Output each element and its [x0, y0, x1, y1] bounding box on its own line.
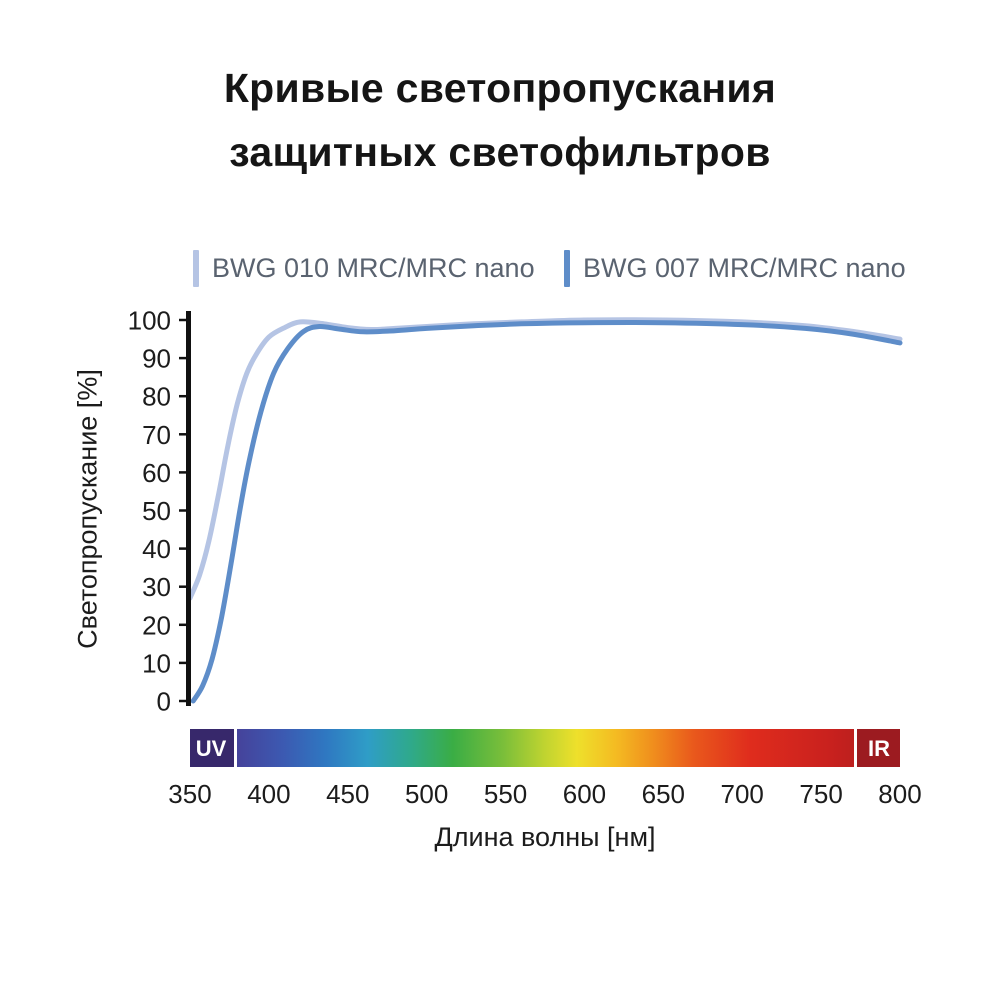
- ir-separator: [854, 729, 857, 767]
- spectrum-bar: UV IR: [190, 729, 900, 767]
- legend: BWG 010 MRC/MRC nano BWG 007 MRC/MRC nan…: [0, 249, 1000, 289]
- legend-swatch-bwg010: [193, 249, 199, 287]
- legend-item-bwg010: BWG 010 MRC/MRC nano: [193, 249, 535, 287]
- uv-block: [190, 729, 234, 767]
- chart-title: Кривые светопропускания защитных светофи…: [0, 56, 1000, 184]
- curves: [187, 317, 903, 704]
- curve-bwg-007: [190, 319, 903, 704]
- ir-block: [857, 729, 900, 767]
- y-tick-label: 70: [142, 420, 171, 450]
- x-tick-label: 500: [405, 779, 448, 809]
- visible-spectrum-gradient: [190, 729, 900, 767]
- y-tick-label: 30: [142, 572, 171, 602]
- y-tick-label: 20: [142, 610, 171, 640]
- y-tick-label: 60: [142, 458, 171, 488]
- x-tick-label: 700: [721, 779, 764, 809]
- y-tick-label: 0: [157, 687, 171, 717]
- uv-label: UV: [196, 736, 227, 761]
- chart-title-line1: Кривые светопропускания: [223, 65, 777, 111]
- x-tick-label: 750: [799, 779, 842, 809]
- y-tick-label: 50: [142, 496, 171, 526]
- x-tick-label: 450: [326, 779, 369, 809]
- x-axis-label: Длина волны [нм]: [434, 822, 656, 852]
- legend-swatch-bwg007: [564, 249, 570, 287]
- x-tick-label: 800: [878, 779, 921, 809]
- uv-separator: [234, 729, 237, 767]
- chart-title-line2: защитных светофильтров: [229, 129, 771, 175]
- x-tick-label: 550: [484, 779, 527, 809]
- x-tick-label: 650: [642, 779, 685, 809]
- y-tick-label: 80: [142, 382, 171, 412]
- legend-label-bwg007: BWG 007 MRC/MRC nano: [583, 252, 906, 283]
- x-tick-label: 350: [168, 779, 211, 809]
- x-axis-tick-labels: 350 400 450 500 550 600 650 700 750 800: [168, 779, 921, 809]
- x-tick-label: 600: [563, 779, 606, 809]
- legend-item-bwg007: BWG 007 MRC/MRC nano: [564, 249, 906, 287]
- y-axis-ticks: 0 10 20 30 40 50 60 70 80 90 100: [128, 306, 188, 717]
- transmission-line-chart: 0 10 20 30 40 50 60 70 80 90 100 UV IR 350 400 450 500…: [128, 306, 922, 810]
- y-tick-label: 40: [142, 534, 171, 564]
- curve-bwg-010: [187, 317, 903, 601]
- x-tick-label: 400: [247, 779, 290, 809]
- y-tick-label: 100: [128, 306, 171, 336]
- ir-label: IR: [868, 736, 890, 761]
- y-tick-label: 90: [142, 344, 171, 374]
- y-tick-label: 10: [142, 648, 171, 678]
- legend-label-bwg010: BWG 010 MRC/MRC nano: [212, 252, 535, 283]
